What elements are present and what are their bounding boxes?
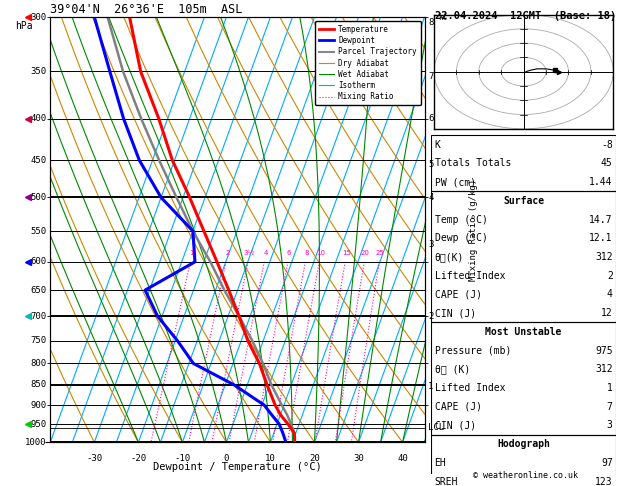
Text: 40: 40 bbox=[397, 454, 408, 464]
Text: 1: 1 bbox=[428, 382, 433, 391]
Text: 3: 3 bbox=[428, 241, 433, 249]
Text: EH: EH bbox=[435, 458, 447, 468]
Text: CIN (J): CIN (J) bbox=[435, 308, 476, 318]
Text: 30: 30 bbox=[353, 454, 364, 464]
Text: 22.04.2024  12GMT  (Base: 18): 22.04.2024 12GMT (Base: 18) bbox=[435, 11, 616, 21]
Text: Dewp (°C): Dewp (°C) bbox=[435, 233, 487, 243]
Text: -10: -10 bbox=[174, 454, 191, 464]
Text: K: K bbox=[435, 139, 440, 150]
Text: 20: 20 bbox=[309, 454, 320, 464]
Text: -20: -20 bbox=[130, 454, 147, 464]
Text: 3: 3 bbox=[607, 420, 613, 431]
Text: hPa: hPa bbox=[15, 21, 33, 31]
Text: 300: 300 bbox=[30, 13, 47, 21]
Text: 1.44: 1.44 bbox=[589, 177, 613, 187]
X-axis label: Dewpoint / Temperature (°C): Dewpoint / Temperature (°C) bbox=[153, 462, 322, 472]
Text: Pressure (mb): Pressure (mb) bbox=[435, 346, 511, 356]
Text: 7: 7 bbox=[607, 401, 613, 412]
Text: 1: 1 bbox=[189, 250, 194, 256]
Text: © weatheronline.co.uk: © weatheronline.co.uk bbox=[473, 471, 577, 480]
Text: 39°04'N  26°36'E  105m  ASL: 39°04'N 26°36'E 105m ASL bbox=[50, 3, 243, 16]
Text: -8: -8 bbox=[601, 139, 613, 150]
Text: kt: kt bbox=[438, 13, 448, 22]
Text: 123: 123 bbox=[595, 476, 613, 486]
Text: 7: 7 bbox=[428, 72, 433, 81]
Text: θᴄ(K): θᴄ(K) bbox=[435, 252, 464, 262]
Bar bbox=[431, 323, 616, 435]
Text: CAPE (J): CAPE (J) bbox=[435, 401, 482, 412]
Text: 1: 1 bbox=[607, 383, 613, 393]
Text: θᴄ (K): θᴄ (K) bbox=[435, 364, 470, 374]
Text: 650: 650 bbox=[30, 286, 47, 295]
Text: 950: 950 bbox=[30, 419, 47, 429]
Text: 450: 450 bbox=[30, 156, 47, 165]
Text: 10: 10 bbox=[316, 250, 325, 256]
Text: 5: 5 bbox=[428, 159, 433, 169]
Text: 2: 2 bbox=[607, 271, 613, 281]
Text: 850: 850 bbox=[30, 381, 47, 389]
Text: 312: 312 bbox=[595, 364, 613, 374]
Text: Totals Totals: Totals Totals bbox=[435, 158, 511, 169]
Text: 975: 975 bbox=[595, 346, 613, 356]
Text: Hodograph: Hodograph bbox=[497, 439, 550, 449]
Text: 45: 45 bbox=[601, 158, 613, 169]
Text: 550: 550 bbox=[30, 226, 47, 236]
Text: LCL: LCL bbox=[428, 423, 445, 433]
Text: 6: 6 bbox=[287, 250, 291, 256]
Text: 4: 4 bbox=[607, 289, 613, 299]
Text: 900: 900 bbox=[30, 400, 47, 410]
Text: CIN (J): CIN (J) bbox=[435, 420, 476, 431]
Legend: Temperature, Dewpoint, Parcel Trajectory, Dry Adiabat, Wet Adiabat, Isotherm, Mi: Temperature, Dewpoint, Parcel Trajectory… bbox=[315, 21, 421, 105]
Text: 750: 750 bbox=[30, 336, 47, 345]
Text: 800: 800 bbox=[30, 359, 47, 368]
Text: Temp (°C): Temp (°C) bbox=[435, 214, 487, 225]
Text: 312: 312 bbox=[595, 252, 613, 262]
Text: Most Unstable: Most Unstable bbox=[486, 327, 562, 337]
Text: Surface: Surface bbox=[503, 196, 544, 206]
Text: 4: 4 bbox=[428, 193, 433, 202]
Text: CAPE (J): CAPE (J) bbox=[435, 289, 482, 299]
Text: SREH: SREH bbox=[435, 476, 458, 486]
Text: 3½: 3½ bbox=[243, 250, 255, 256]
Text: PW (cm): PW (cm) bbox=[435, 177, 476, 187]
Text: Lifted Index: Lifted Index bbox=[435, 271, 505, 281]
Text: 600: 600 bbox=[30, 257, 47, 266]
Text: 500: 500 bbox=[30, 193, 47, 202]
Text: 25: 25 bbox=[376, 250, 385, 256]
Bar bbox=[431, 435, 616, 486]
Text: 12.1: 12.1 bbox=[589, 233, 613, 243]
Text: 6: 6 bbox=[428, 114, 433, 123]
Text: km
ASL: km ASL bbox=[440, 19, 455, 38]
Text: 1000: 1000 bbox=[25, 438, 47, 447]
Text: 15: 15 bbox=[342, 250, 350, 256]
Text: 20: 20 bbox=[361, 250, 370, 256]
Bar bbox=[431, 191, 616, 323]
Text: 700: 700 bbox=[30, 312, 47, 321]
Text: 12: 12 bbox=[601, 308, 613, 318]
Text: -30: -30 bbox=[86, 454, 103, 464]
Text: 8: 8 bbox=[428, 18, 433, 27]
Bar bbox=[431, 135, 616, 191]
Text: 4: 4 bbox=[264, 250, 267, 256]
Text: Mixing Ratio (g/kg): Mixing Ratio (g/kg) bbox=[469, 178, 478, 281]
Text: Lifted Index: Lifted Index bbox=[435, 383, 505, 393]
Text: 0: 0 bbox=[224, 454, 229, 464]
Text: 2: 2 bbox=[225, 250, 230, 256]
Text: 10: 10 bbox=[265, 454, 276, 464]
Text: 2: 2 bbox=[428, 312, 433, 321]
Text: 14.7: 14.7 bbox=[589, 214, 613, 225]
Text: 97: 97 bbox=[601, 458, 613, 468]
Text: 8: 8 bbox=[304, 250, 309, 256]
Text: 400: 400 bbox=[30, 114, 47, 123]
Text: 350: 350 bbox=[30, 67, 47, 76]
